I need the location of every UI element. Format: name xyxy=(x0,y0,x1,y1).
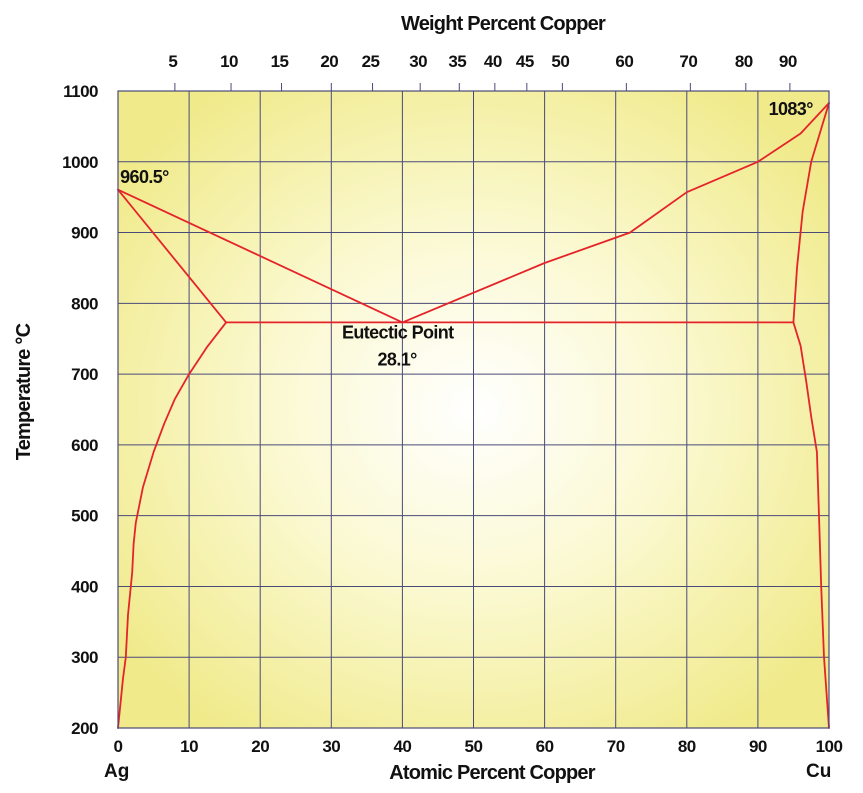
top-tick-label: 80 xyxy=(735,52,753,71)
x-tick-label: 50 xyxy=(465,737,483,756)
x-axis-title: Atomic Percent Copper xyxy=(389,762,595,784)
x-tick-label: 20 xyxy=(251,737,269,756)
annotation-eutectic-value: 28.1° xyxy=(378,350,418,370)
top-tick-label: 5 xyxy=(168,52,177,71)
series-line-liquidus-ag xyxy=(117,188,404,324)
series-line-cu-solidus xyxy=(792,102,830,324)
top-tick-label: 10 xyxy=(220,52,238,71)
y-tick-label: 1100 xyxy=(63,82,98,101)
top-tick-label: 45 xyxy=(516,52,534,71)
top-tick-label: 20 xyxy=(320,52,338,71)
annotation-cu-melting-point: 1083° xyxy=(769,99,814,119)
y-tick-label: 400 xyxy=(71,577,98,596)
series-group xyxy=(117,102,830,729)
x-tick-label: 100 xyxy=(816,737,843,756)
annotation-ag-melting-point: 960.5° xyxy=(120,167,169,187)
x-tick-label: 10 xyxy=(180,737,198,756)
annotations: 960.5° 1083° Eutectic Point 28.1° xyxy=(120,99,814,370)
top-tick-label: 60 xyxy=(615,52,633,71)
y-tick-label: 200 xyxy=(71,719,98,738)
x-tick-label: 0 xyxy=(114,737,123,756)
y-axis-title: Temperature °C xyxy=(13,323,35,460)
tick-labels: 200 300 400 500 600 700 800 900 1000 1100 0 10 20 30 4… xyxy=(62,52,843,756)
top-tick-label: 40 xyxy=(484,52,502,71)
x-tick-label: 60 xyxy=(536,737,554,756)
top-tick-label: 90 xyxy=(779,52,797,71)
y-tick-label: 700 xyxy=(71,365,98,384)
x-tick-label: 80 xyxy=(678,737,696,756)
series-line-ag-solvus xyxy=(117,321,228,729)
plot-frame xyxy=(117,90,830,729)
left-end-label: Ag xyxy=(104,761,129,782)
y-tick-label: 600 xyxy=(71,436,98,455)
x-tick-label: 90 xyxy=(749,737,767,756)
y-tick-label: 800 xyxy=(71,294,98,313)
x-tick-label: 30 xyxy=(322,737,340,756)
x-tick-label: 70 xyxy=(607,737,625,756)
x-tick-label: 40 xyxy=(393,737,411,756)
top-tick-label: 70 xyxy=(679,52,697,71)
series-line-liquidus-cu xyxy=(401,102,830,324)
annotation-eutectic-title: Eutectic Point xyxy=(342,323,454,343)
top-tick-label: 50 xyxy=(551,52,569,71)
y-tick-label: 500 xyxy=(71,507,98,526)
top-axis-title: Weight Percent Copper xyxy=(401,13,606,35)
series-line-ag-solidus xyxy=(117,188,228,324)
top-tick-label: 25 xyxy=(362,52,380,71)
top-tick-label: 30 xyxy=(409,52,427,71)
y-tick-label: 300 xyxy=(71,648,98,667)
y-tick-label: 1000 xyxy=(62,153,98,172)
top-tick-label: 35 xyxy=(448,52,466,71)
y-tick-label: 900 xyxy=(71,224,98,243)
series-line-cu-solvus xyxy=(792,321,830,729)
right-end-label: Cu xyxy=(806,761,831,782)
top-tick-label: 15 xyxy=(271,52,289,71)
